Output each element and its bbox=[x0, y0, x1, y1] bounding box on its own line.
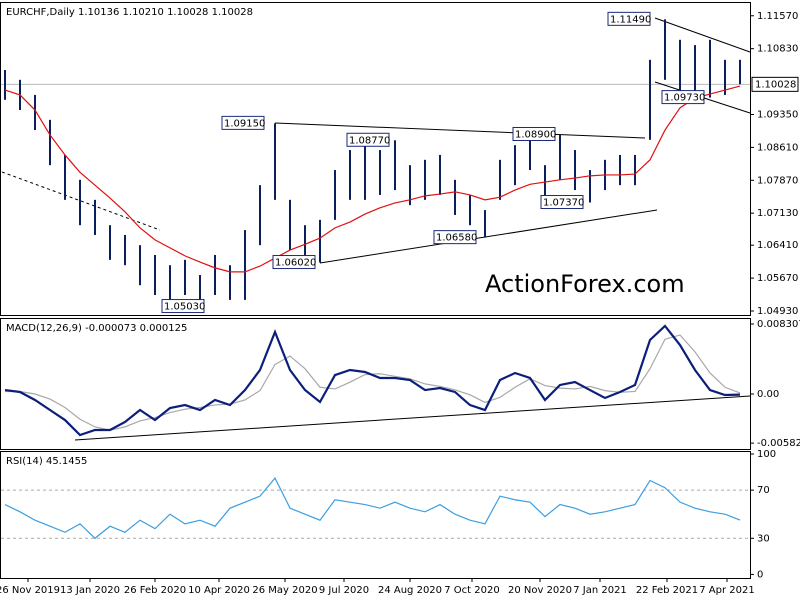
last-price-box bbox=[751, 76, 799, 92]
y-tick-label: 0.00 bbox=[757, 389, 779, 400]
annotation-label: 1.07370 bbox=[543, 198, 584, 209]
y-tick-label: 0 bbox=[757, 569, 763, 580]
x-tick-label: 13 Jan 2020 bbox=[60, 585, 120, 596]
y-tick-label: 1.10830 bbox=[757, 44, 798, 55]
annotation-box bbox=[661, 90, 705, 105]
annotation-label: 1.11490 bbox=[610, 14, 651, 25]
annotation-box bbox=[540, 195, 584, 210]
y-tick-label: 1.11570 bbox=[757, 11, 798, 22]
annotation-label: 1.08770 bbox=[349, 135, 390, 146]
annotation-box bbox=[346, 132, 390, 147]
y-tick-label: 70 bbox=[757, 485, 770, 496]
annotation-label: 1.05030 bbox=[164, 302, 205, 313]
x-tick-label: 7 Oct 2020 bbox=[444, 585, 499, 596]
moving-average bbox=[4, 85, 741, 273]
panel-frame bbox=[0, 451, 751, 579]
y-tick-label: 1.08610 bbox=[757, 142, 798, 153]
trendline bbox=[74, 395, 751, 441]
x-tick-label: 9 Jul 2020 bbox=[319, 585, 369, 596]
annotation-box bbox=[221, 115, 265, 130]
annotation-box bbox=[433, 230, 477, 245]
x-tick-label: 22 Feb 2021 bbox=[636, 585, 698, 596]
panel-frame bbox=[0, 2, 751, 316]
annotation-box bbox=[512, 126, 556, 141]
indicator-line bbox=[4, 476, 741, 540]
y-tick-label: 1.05670 bbox=[757, 273, 798, 284]
y-tick-label: 1.07870 bbox=[757, 175, 798, 186]
y-tick-label: 0.008307 bbox=[757, 319, 800, 330]
last-price-label: 1.10028 bbox=[755, 79, 796, 90]
annotation-label: 1.06580 bbox=[436, 233, 477, 244]
y-tick-label: -0.005828 bbox=[757, 438, 800, 449]
x-tick-label: 26 Feb 2020 bbox=[124, 585, 186, 596]
x-tick-label: 20 Nov 2020 bbox=[508, 585, 572, 596]
y-tick-label: 1.07130 bbox=[757, 208, 798, 219]
panel-title: EURCHF,Daily 1.10136 1.10210 1.10028 1.1… bbox=[6, 7, 253, 18]
panel-title: RSI(14) 45.1455 bbox=[6, 456, 87, 467]
y-tick-label: 1.09350 bbox=[757, 109, 798, 120]
trendline bbox=[319, 209, 658, 264]
panel-frame bbox=[0, 318, 751, 450]
x-tick-label: 24 Aug 2020 bbox=[378, 585, 442, 596]
annotation-label: 1.08900 bbox=[515, 129, 556, 140]
x-tick-label: 7 Apr 2021 bbox=[699, 585, 754, 596]
annotation-label: 1.09730 bbox=[664, 93, 705, 104]
annotation-box bbox=[272, 255, 316, 270]
x-tick-label: 10 Apr 2020 bbox=[188, 585, 250, 596]
x-tick-label: 26 May 2020 bbox=[252, 585, 317, 596]
watermark: ActionForex.com bbox=[485, 270, 685, 298]
x-tick-label: 26 Nov 2019 bbox=[0, 585, 60, 596]
indicator-line bbox=[4, 324, 741, 437]
y-tick-label: 30 bbox=[757, 533, 770, 544]
panel-title: MACD(12,26,9) -0.000073 0.000125 bbox=[6, 323, 187, 334]
annotation-label: 1.09150 bbox=[224, 118, 265, 129]
annotation-box bbox=[161, 299, 205, 314]
annotation-box bbox=[607, 11, 651, 26]
trendline bbox=[654, 17, 751, 53]
y-tick-label: 1.06410 bbox=[757, 240, 798, 251]
x-tick-label: 7 Jan 2021 bbox=[573, 585, 627, 596]
annotation-label: 1.06020 bbox=[275, 258, 316, 269]
y-tick-label: 100 bbox=[757, 449, 776, 460]
trendline bbox=[274, 122, 646, 139]
y-tick-label: 1.04930 bbox=[757, 306, 798, 317]
